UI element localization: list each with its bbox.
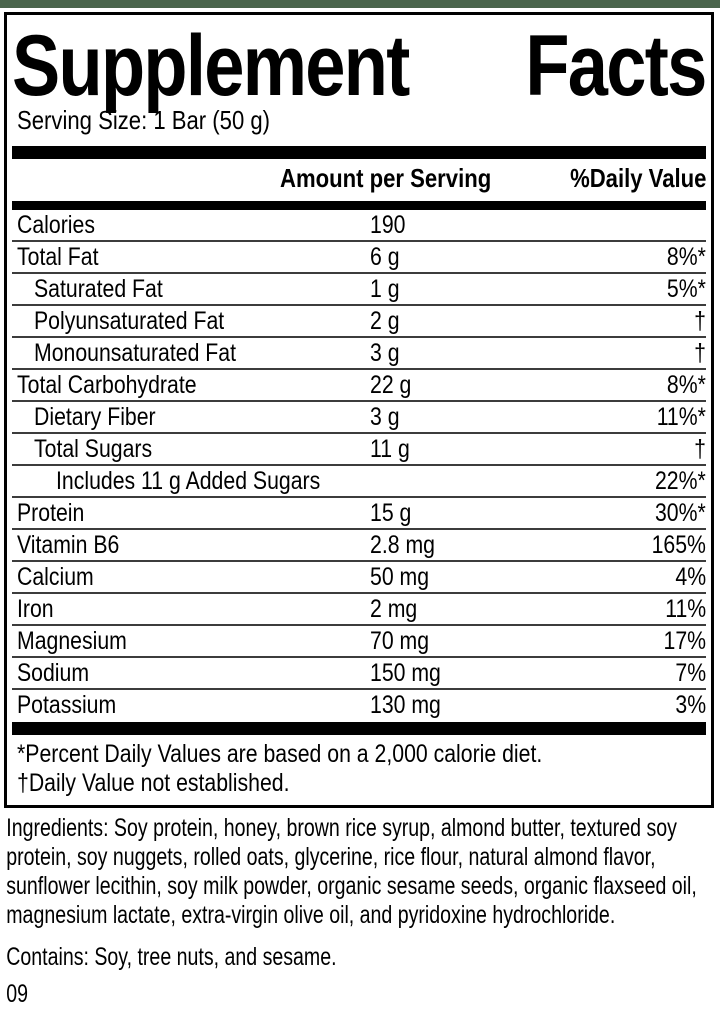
nutrient-daily-value: 4% [675, 563, 706, 591]
nutrient-daily-value: † [694, 435, 706, 463]
nutrient-amount: 150 mg [370, 659, 441, 687]
nutrient-row: Magnesium 70 mg 17% [12, 626, 706, 658]
nutrient-daily-value: 8%* [667, 371, 706, 399]
nutrient-row: Dietary Fiber 3 g 11%* [12, 402, 706, 434]
nutrient-name: Total Sugars [34, 435, 153, 463]
panel-title-word-facts: Facts [525, 18, 708, 114]
nutrient-amount: 2 g [370, 307, 400, 335]
footnote-dagger: †Daily Value not established. [17, 769, 290, 797]
nutrient-amount: 2.8 mg [370, 531, 435, 559]
nutrient-amount: 3 g [370, 339, 400, 367]
nutrient-daily-value: 165% [651, 531, 706, 559]
nutrient-daily-value: 11%* [656, 403, 706, 431]
nutrient-amount: 11 g [370, 435, 410, 463]
nutrient-rows: Calories 190 Total Fat 6 g 8%* Saturated… [12, 210, 706, 722]
footnotes: *Percent Daily Values are based on a 2,0… [12, 735, 706, 805]
nutrient-name: Vitamin B6 [17, 531, 120, 559]
nutrient-name: Includes 11 g Added Sugars [56, 467, 321, 495]
nutrient-name: Potassium [17, 691, 117, 719]
nutrient-amount: 3 g [370, 403, 400, 431]
nutrient-daily-value: 3% [675, 691, 706, 719]
nutrient-name: Polyunsaturated Fat [34, 307, 225, 335]
nutrient-amount: 190 [370, 211, 406, 239]
brand-color-bar [0, 0, 720, 8]
nutrient-row: Monounsaturated Fat 3 g † [12, 338, 706, 370]
nutrient-amount: 70 mg [370, 627, 430, 655]
nutrient-row: Calcium 50 mg 4% [12, 562, 706, 594]
nutrient-daily-value: † [694, 307, 706, 335]
nutrient-row: Calories 190 [12, 210, 706, 242]
column-header-amount: Amount per Serving [280, 163, 492, 193]
panel-title-word-supplement: Supplement [12, 18, 410, 114]
nutrient-row: Saturated Fat 1 g 5%* [12, 274, 706, 306]
nutrient-row: Includes 11 g Added Sugars 22%* [12, 466, 706, 498]
separator-bar-footnote [12, 722, 706, 735]
nutrient-name: Protein [17, 499, 85, 527]
nutrient-daily-value: 11% [665, 595, 706, 623]
nutrient-daily-value: 5%* [667, 275, 706, 303]
nutrient-name: Saturated Fat [34, 275, 163, 303]
nutrient-amount: 130 mg [370, 691, 441, 719]
footnote-daily-values: *Percent Daily Values are based on a 2,0… [17, 740, 543, 768]
bottom-text-section: Ingredients: Soy protein, honey, brown r… [0, 814, 720, 1008]
supplement-facts-panel: Supplement Facts Serving Size: 1 Bar (50… [4, 12, 714, 808]
product-code: 09 [6, 980, 29, 1008]
nutrient-name: Monounsaturated Fat [34, 339, 237, 367]
serving-size-text: Serving Size: 1 Bar (50 g) [17, 105, 271, 135]
nutrient-row: Sodium 150 mg 7% [12, 658, 706, 690]
nutrient-name: Total Fat [17, 243, 99, 271]
nutrient-amount: 50 mg [370, 563, 430, 591]
column-header-row: Amount per Serving %Daily Value [12, 159, 706, 201]
serving-size: Serving Size: 1 Bar (50 g) [12, 105, 706, 135]
ingredients-text: Ingredients: Soy protein, honey, brown r… [6, 814, 697, 929]
nutrient-name: Magnesium [17, 627, 127, 655]
nutrient-daily-value: 8%* [667, 243, 706, 271]
nutrient-name: Calcium [17, 563, 94, 591]
nutrient-row: Potassium 130 mg 3% [12, 690, 706, 722]
nutrient-amount: 22 g [370, 371, 412, 399]
contains-text: Contains: Soy, tree nuts, and sesame. [6, 943, 337, 971]
nutrient-daily-value: 7% [675, 659, 706, 687]
nutrient-row: Iron 2 mg 11% [12, 594, 706, 626]
nutrient-daily-value: 30%* [655, 499, 706, 527]
nutrient-amount: 6 g [370, 243, 400, 271]
nutrient-row: Total Carbohydrate 22 g 8%* [12, 370, 706, 402]
separator-bar-header [12, 201, 706, 210]
nutrient-name: Calories [17, 211, 95, 239]
nutrient-daily-value: 17% [663, 627, 706, 655]
nutrient-row: Vitamin B6 2.8 mg 165% [12, 530, 706, 562]
nutrient-name: Dietary Fiber [34, 403, 156, 431]
nutrient-row: Total Fat 6 g 8%* [12, 242, 706, 274]
nutrient-daily-value: † [694, 339, 706, 367]
panel-title: Supplement Facts [12, 18, 708, 114]
nutrient-amount: 2 mg [370, 595, 418, 623]
nutrient-daily-value: 22%* [655, 467, 706, 495]
separator-bar-top [12, 146, 706, 159]
nutrient-amount: 15 g [370, 499, 412, 527]
nutrient-name: Total Carbohydrate [17, 371, 197, 399]
nutrient-amount: 1 g [370, 275, 400, 303]
nutrient-row: Total Sugars 11 g † [12, 434, 706, 466]
nutrient-row: Protein 15 g 30%* [12, 498, 706, 530]
column-header-daily-value: %Daily Value [569, 163, 706, 193]
nutrient-row: Polyunsaturated Fat 2 g † [12, 306, 706, 338]
nutrient-name: Sodium [17, 659, 90, 687]
nutrient-name: Iron [17, 595, 54, 623]
